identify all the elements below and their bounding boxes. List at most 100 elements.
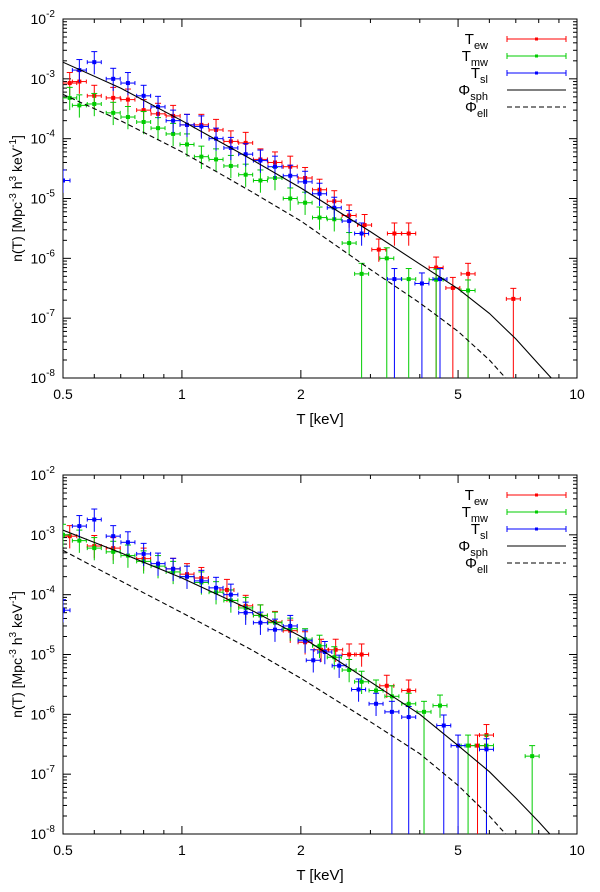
series-phi-ell	[63, 549, 507, 834]
model-curve	[63, 549, 507, 834]
data-point	[351, 678, 367, 702]
data-point	[252, 149, 268, 173]
data-point	[208, 148, 224, 172]
data-point	[282, 164, 298, 188]
point-marker	[406, 701, 411, 706]
point-marker	[111, 110, 116, 115]
data-point	[86, 537, 102, 561]
point-marker	[347, 668, 352, 673]
point-marker	[437, 703, 442, 708]
data-point	[63, 599, 71, 623]
point-marker	[199, 124, 204, 129]
point-marker	[67, 81, 72, 86]
point-marker	[92, 101, 97, 106]
point-marker	[511, 296, 516, 301]
series-phi-ell	[63, 93, 507, 378]
point-marker	[258, 620, 263, 625]
point-marker	[185, 122, 190, 127]
y-tick-exponent: -5	[46, 645, 55, 656]
point-marker	[466, 288, 471, 293]
data-point	[63, 169, 71, 193]
y-tick-label: 10-8	[31, 824, 56, 842]
y-tick-base: 10	[31, 191, 47, 207]
y-tick-label: 10-3	[31, 525, 56, 543]
point-marker	[530, 754, 535, 759]
legend-label: Φsph	[458, 538, 488, 559]
legend-symbol: T	[471, 65, 480, 82]
data-point	[401, 679, 417, 703]
y-tick-base: 10	[31, 826, 47, 842]
series-t-sl	[63, 508, 494, 834]
point-marker	[406, 715, 411, 720]
point-marker	[288, 196, 293, 201]
y-label-text: n(T) [Mpc	[9, 658, 25, 718]
legend-symbol: Φ	[458, 82, 470, 99]
x-tick-label: 2	[297, 842, 305, 858]
point-marker	[389, 709, 394, 714]
data-point	[460, 279, 476, 378]
point-marker	[288, 173, 293, 178]
point-marker	[228, 163, 233, 168]
point-marker	[258, 158, 263, 163]
legend-label: Tmw	[462, 48, 488, 69]
point-marker	[67, 95, 72, 100]
y-label-text: ]	[9, 591, 25, 595]
y-tick-label: 10-4	[31, 129, 56, 147]
point-marker	[374, 688, 379, 693]
y-tick-label: 10-3	[31, 69, 56, 87]
point-marker	[288, 623, 293, 628]
point-marker	[92, 60, 97, 65]
point-marker	[337, 663, 342, 668]
point-marker	[92, 517, 97, 522]
point-marker	[303, 200, 308, 205]
legend-marker	[535, 493, 538, 497]
data-point	[136, 110, 152, 135]
x-tick-label: 10	[569, 842, 585, 858]
data-point	[478, 738, 494, 834]
data-point	[524, 745, 540, 834]
data-point	[432, 694, 448, 718]
data-point	[165, 557, 181, 582]
y-tick-label: 10-5	[31, 645, 56, 663]
legend-subscript: sl	[480, 74, 488, 86]
point-marker	[332, 205, 337, 210]
y-tick-base: 10	[31, 527, 47, 543]
point-marker	[311, 658, 316, 663]
legend-label: Φell	[465, 555, 488, 576]
point-marker	[359, 679, 364, 684]
point-marker	[359, 271, 364, 276]
legend-symbol: T	[465, 487, 474, 504]
y-axis: 10-810-710-610-510-410-310-2	[31, 9, 577, 386]
data-point	[341, 232, 357, 256]
model-curve	[63, 529, 551, 834]
point-marker	[185, 574, 190, 579]
data-point	[386, 222, 402, 246]
y-tick-label: 10-2	[31, 9, 56, 27]
point-marker	[243, 610, 248, 615]
legend-subscript: ew	[474, 496, 488, 508]
legend-subscript: sph	[470, 547, 488, 559]
data-point	[238, 163, 254, 187]
data-point	[505, 287, 521, 378]
chart-panel-bottom: 10-810-710-610-510-410-310-20.5 1 2 5 10T [k…	[8, 465, 585, 884]
data-point	[71, 59, 87, 83]
y-tick-label: 10-4	[31, 585, 56, 603]
point-marker	[141, 108, 146, 113]
point-marker	[466, 271, 471, 276]
point-marker	[475, 743, 480, 748]
point-marker	[199, 154, 204, 159]
point-marker	[199, 578, 204, 583]
legend-symbol: Φ	[458, 538, 470, 555]
point-marker	[111, 549, 116, 554]
legend-subscript: ell	[477, 108, 488, 120]
y-label-text: keV	[9, 147, 25, 176]
point-marker	[317, 191, 322, 196]
data-point	[120, 105, 136, 130]
data-point	[105, 101, 121, 126]
data-point	[86, 92, 102, 117]
data-point	[71, 515, 87, 539]
point-marker	[437, 277, 442, 282]
point-marker	[141, 551, 146, 556]
